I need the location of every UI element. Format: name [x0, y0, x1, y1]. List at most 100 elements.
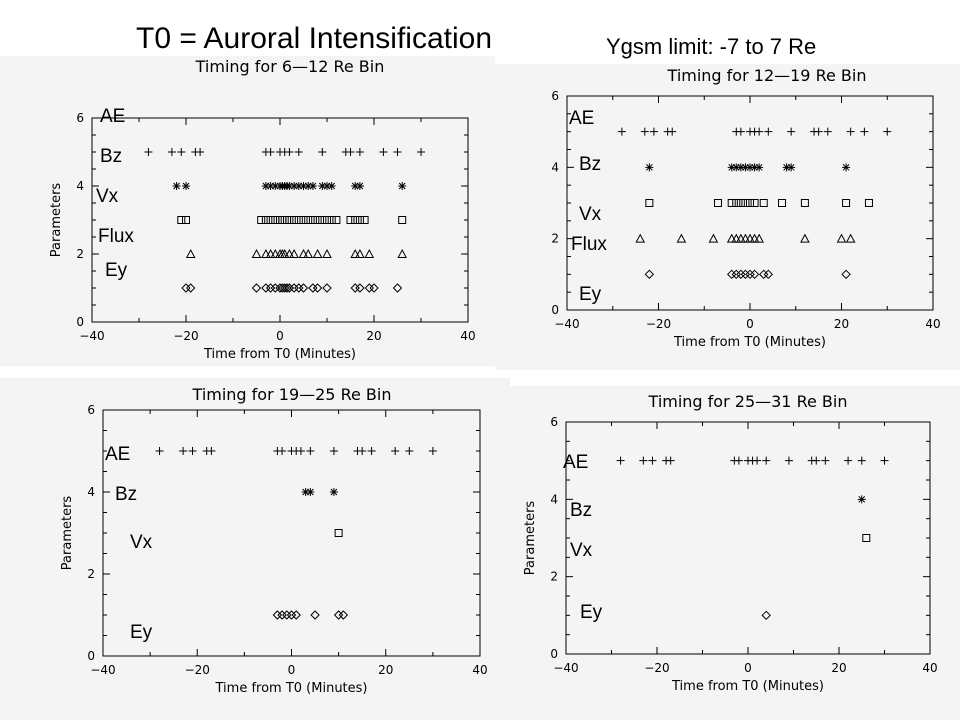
- point-bz: [304, 182, 313, 190]
- point-ae: [188, 447, 197, 455]
- x-tick-label: −40: [90, 663, 115, 677]
- point-ae: [734, 456, 743, 465]
- point-bz: [782, 163, 791, 172]
- point-bz: [329, 488, 338, 496]
- point-ae: [753, 456, 762, 465]
- y-tick-label: 2: [550, 570, 558, 584]
- point-ae: [844, 456, 853, 465]
- x-tick-label: −20: [646, 317, 671, 331]
- row-label-ey: Ey: [130, 622, 153, 643]
- x-tick-label: 20: [834, 317, 849, 331]
- point-vx: [732, 199, 741, 207]
- subtitle: Ygsm limit: -7 to 7 Re: [606, 34, 817, 59]
- point-ae: [155, 447, 164, 455]
- point-vx: [280, 216, 289, 224]
- point-bz: [857, 495, 866, 504]
- point-flux: [251, 248, 262, 258]
- x-tick-label: 20: [831, 661, 846, 675]
- point-ey: [286, 610, 297, 620]
- x-tick-label: 40: [922, 661, 937, 675]
- x-axis-label: Time from T0 (Minutes): [673, 335, 826, 350]
- x-tick-label: −20: [644, 661, 669, 675]
- point-ey: [277, 610, 287, 620]
- point-bz: [266, 182, 275, 190]
- point-ey: [298, 283, 309, 293]
- chart-title: Timing for 6—12 Re Bin: [195, 57, 385, 76]
- point-flux: [754, 233, 764, 243]
- x-tick-label: 0: [746, 317, 754, 331]
- point-ey: [761, 610, 771, 621]
- row-label-vx: Vx: [579, 204, 602, 225]
- x-tick-label: 40: [460, 329, 475, 343]
- point-ae: [144, 148, 153, 156]
- point-vx: [278, 216, 287, 224]
- point-flux: [312, 248, 323, 258]
- y-tick-label: 2: [87, 567, 95, 581]
- point-vx: [800, 199, 809, 207]
- point-bz: [271, 182, 280, 190]
- row-label-ey: Ey: [580, 602, 603, 623]
- chart-title: Timing for 12—19 Re Bin: [667, 66, 867, 85]
- series-ey: [644, 269, 851, 280]
- point-ey: [644, 269, 655, 280]
- point-ae: [296, 447, 305, 455]
- point-ae: [428, 447, 437, 455]
- point-flux: [350, 248, 361, 258]
- point-flux: [322, 248, 332, 258]
- x-tick-label: 0: [744, 661, 752, 675]
- point-ey: [740, 269, 751, 280]
- chart-panel-6-12: Timing for 6—12 Re Bin −40 −20 0 20 40 0 2 4 6 Tim…: [0, 56, 495, 366]
- series-flux: [185, 248, 408, 258]
- y-tick-label: 4: [550, 492, 558, 506]
- point-flux: [726, 233, 737, 243]
- point-vx: [294, 216, 303, 224]
- x-tick-label: 0: [288, 663, 296, 677]
- series-bz: [172, 182, 407, 190]
- point-ae: [179, 447, 188, 455]
- point-ey: [369, 283, 379, 293]
- row-label-ae: AE: [563, 452, 588, 473]
- point-vx: [308, 216, 317, 224]
- point-vx: [304, 216, 313, 224]
- point-ae: [196, 148, 205, 156]
- series-vx: [645, 199, 873, 207]
- y-tick-label: 0: [550, 647, 558, 661]
- point-bz: [318, 182, 327, 190]
- point-bz: [355, 182, 364, 190]
- point-bz: [787, 163, 796, 172]
- point-ey: [291, 610, 301, 620]
- point-flux: [185, 248, 196, 258]
- point-vx: [842, 199, 851, 207]
- chart-panel-19-25: Timing for 19—25 Re Bin −40 −20 0 20 40 0 2 4 6 Ti…: [0, 378, 510, 720]
- y-tick-label: 6: [550, 415, 558, 429]
- point-ae: [846, 127, 855, 136]
- point-ae: [821, 456, 830, 465]
- point-vx: [323, 216, 331, 224]
- row-label-bz: Bz: [115, 484, 137, 505]
- point-flux: [397, 248, 408, 258]
- point-ae: [177, 148, 186, 156]
- point-flux: [270, 248, 281, 258]
- x-tick-label: −20: [185, 663, 210, 677]
- point-ae: [648, 456, 657, 465]
- point-ae: [616, 456, 625, 465]
- point-ae: [880, 456, 889, 465]
- point-vx: [299, 216, 308, 224]
- point-bz: [294, 182, 303, 190]
- point-ae: [814, 127, 823, 136]
- point-ae: [640, 127, 649, 136]
- row-label-ey: Ey: [579, 284, 602, 305]
- point-ey: [749, 269, 760, 280]
- point-ae: [346, 148, 355, 156]
- point-flux: [303, 248, 314, 258]
- y-tick-label: 2: [551, 232, 559, 246]
- y-tick-label: 4: [76, 179, 84, 193]
- point-bz: [741, 163, 750, 172]
- point-ae: [379, 148, 388, 156]
- point-ey: [841, 269, 851, 280]
- point-ey: [731, 269, 741, 280]
- point-flux: [800, 233, 810, 243]
- point-flux: [736, 233, 746, 243]
- x-tick-label: 20: [366, 329, 381, 343]
- y-axis-label: Parameters: [49, 183, 64, 258]
